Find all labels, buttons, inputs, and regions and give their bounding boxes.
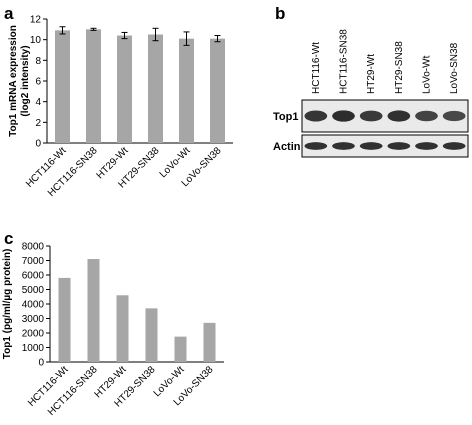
blot-row-label: Actin bbox=[273, 141, 301, 153]
blot-band bbox=[359, 110, 383, 122]
bar bbox=[86, 29, 101, 143]
panel-letter-c: c bbox=[4, 229, 13, 248]
bar bbox=[116, 295, 129, 362]
y-tick-label: 7000 bbox=[22, 256, 45, 267]
y-axis-label: Top1 mRNA expression(log2 intensity) bbox=[8, 25, 31, 137]
blot-lane-label: LoVo-Wt bbox=[422, 55, 433, 94]
blot-band bbox=[415, 110, 438, 122]
y-tick-label: 2 bbox=[35, 118, 41, 129]
chart-c-top1-protein: 010002000300040005000600070008000HCT116-… bbox=[2, 242, 224, 418]
blot-band bbox=[332, 110, 355, 122]
blot-band bbox=[387, 110, 411, 122]
blot-band bbox=[359, 142, 383, 150]
blot-lane-label: HT29-SN38 bbox=[394, 41, 405, 94]
blot-band bbox=[304, 110, 328, 122]
bar bbox=[145, 308, 158, 362]
blot-band bbox=[304, 142, 328, 150]
blot-lane-label: HT29-Wt bbox=[366, 54, 377, 94]
y-tick-label: 5000 bbox=[22, 285, 45, 296]
y-tick-label: 3000 bbox=[22, 314, 45, 325]
bar bbox=[87, 259, 100, 362]
bar bbox=[117, 35, 132, 143]
y-tick-label: 0 bbox=[35, 139, 41, 150]
bar bbox=[174, 336, 187, 362]
y-tick-label: 1000 bbox=[22, 343, 45, 354]
blot-lane-label: HCT116-SN38 bbox=[339, 29, 350, 94]
blot-membrane bbox=[301, 134, 469, 158]
blot-band bbox=[442, 110, 466, 122]
y-tick-label: 0 bbox=[38, 358, 44, 369]
y-tick-label: 4000 bbox=[22, 300, 45, 311]
blot-band bbox=[387, 142, 411, 150]
y-tick-label: 2000 bbox=[22, 329, 45, 340]
bar bbox=[148, 34, 163, 143]
blot-lane-label: HCT116-Wt bbox=[311, 42, 322, 94]
y-axis-label: Top1 (pg/ml/µg protein) bbox=[2, 249, 13, 360]
blot-lane-label: LoVo-SN38 bbox=[449, 42, 460, 94]
y-tick-label: 12 bbox=[30, 15, 42, 26]
y-tick-label: 8 bbox=[35, 56, 41, 67]
panel-letter-b: b bbox=[275, 4, 285, 23]
y-tick-label: 4 bbox=[35, 97, 41, 108]
panel-letter-a: a bbox=[4, 4, 14, 23]
blot-row-label: Top1 bbox=[273, 111, 298, 123]
blot-band bbox=[415, 142, 438, 150]
y-tick-label: 6 bbox=[35, 77, 41, 88]
y-axis-label-line: Top1 (pg/ml/µg protein) bbox=[2, 249, 13, 360]
western-blot-b: HCT116-Wt HCT116-SN38 HT29-Wt HT29-SN38 LoVo… bbox=[273, 29, 469, 158]
blot-band bbox=[442, 142, 466, 150]
bar bbox=[203, 322, 216, 362]
y-tick-label: 8000 bbox=[22, 242, 45, 253]
bar bbox=[210, 38, 225, 144]
blot-band bbox=[332, 142, 355, 150]
bar bbox=[179, 38, 194, 144]
y-tick-label: 6000 bbox=[22, 271, 45, 282]
y-axis-label-line: (log2 intensity) bbox=[20, 45, 31, 116]
y-axis-label-line: Top1 mRNA expression bbox=[8, 25, 19, 137]
chart-a-top1-mrna: 024681012HCT116-WtHCT116-SN38HT29-WtHT29… bbox=[8, 15, 233, 199]
y-tick-label: 10 bbox=[30, 35, 42, 46]
bar bbox=[55, 30, 70, 143]
blot-membrane bbox=[301, 99, 469, 133]
bar bbox=[58, 277, 71, 362]
